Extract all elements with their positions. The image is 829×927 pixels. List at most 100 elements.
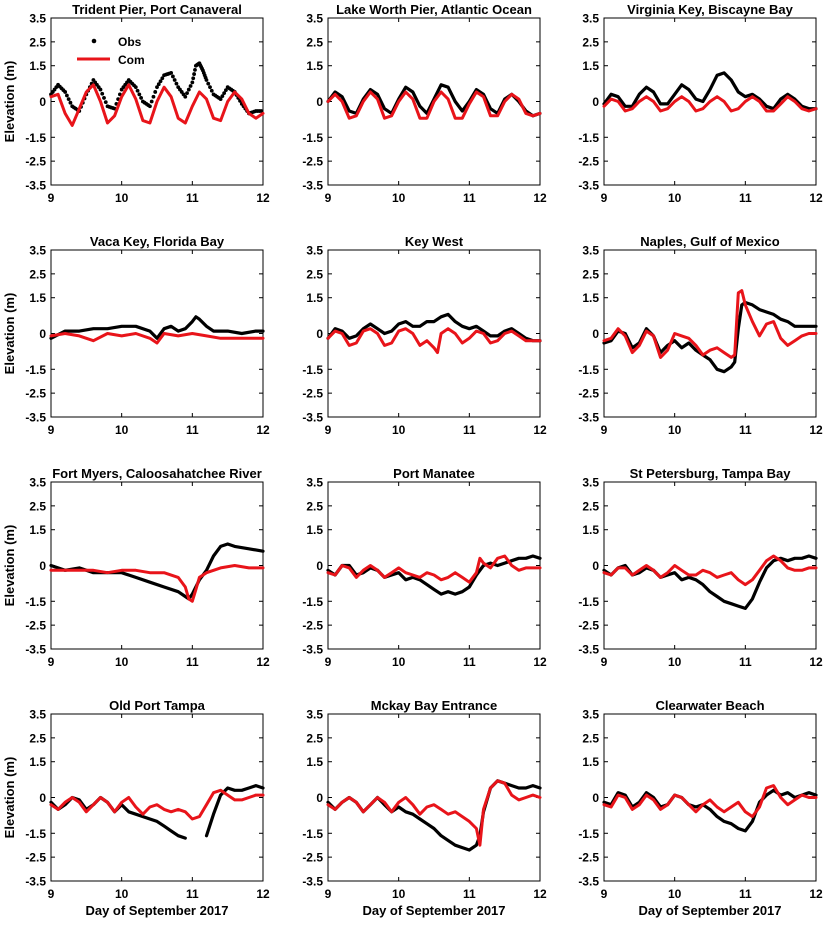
y-tick-label: 3.5 bbox=[306, 708, 323, 722]
x-tick-label: 9 bbox=[601, 191, 608, 205]
y-tick-label: -1.5 bbox=[578, 595, 599, 609]
y-tick-label: -2.5 bbox=[578, 387, 599, 401]
x-tick-label: 9 bbox=[325, 423, 332, 437]
y-tick-label: 0 bbox=[39, 791, 46, 805]
y-tick-label: -1.5 bbox=[25, 595, 46, 609]
obs-point bbox=[174, 81, 179, 86]
obs-series-line bbox=[204, 784, 265, 838]
com-series-line bbox=[49, 332, 265, 345]
panel-virginia-key-biscayne-bay: 3.5 2.5 1.5 0 -1.5 -2.5 -3.59 10 11 12 Virginia Ke… bbox=[578, 2, 823, 205]
x-tick-label: 9 bbox=[48, 887, 55, 901]
y-tick-label: 1.5 bbox=[582, 755, 599, 769]
obs-point bbox=[209, 88, 214, 93]
y-tick-label: 2.5 bbox=[29, 499, 46, 513]
y-tick-label: 2.5 bbox=[29, 731, 46, 745]
obs-point bbox=[148, 104, 152, 109]
x-axis-label: Day of September 2017 bbox=[85, 903, 228, 918]
panel-title: Fort Myers, Caloosahatchee River bbox=[52, 466, 262, 481]
obs-point bbox=[153, 90, 158, 94]
y-tick-label: -3.5 bbox=[25, 179, 46, 193]
y-tick-label: 3.5 bbox=[582, 708, 599, 722]
obs-point bbox=[259, 109, 264, 113]
panel-title: Trident Pier, Port Canaveral bbox=[72, 2, 242, 17]
y-tick-label: 3.5 bbox=[582, 244, 599, 258]
y-tick-label: 3.5 bbox=[29, 708, 46, 722]
y-tick-label: -2.5 bbox=[578, 851, 599, 865]
obs-point bbox=[172, 78, 177, 82]
panel-st-petersburg-tampa-bay: 3.5 2.5 1.5 0 -1.5 -2.5 -3.59 10 11 12 St Petersbu… bbox=[578, 466, 823, 669]
y-tick-label: -2.5 bbox=[25, 851, 46, 865]
obs-point bbox=[155, 85, 159, 90]
y-tick-label: -3.5 bbox=[302, 875, 323, 889]
y-axis-label: Elevation (m) bbox=[2, 61, 17, 143]
x-tick-label: 11 bbox=[739, 887, 752, 901]
y-tick-label: 1.5 bbox=[29, 291, 46, 305]
obs-point bbox=[68, 100, 73, 105]
obs-point bbox=[208, 85, 212, 90]
y-tick-label: 1.5 bbox=[306, 523, 323, 537]
obs-point bbox=[224, 88, 228, 93]
panel-title: Virginia Key, Biscayne Bay bbox=[627, 2, 793, 17]
com-series-line bbox=[326, 327, 542, 355]
y-axis-label: Elevation (m) bbox=[2, 293, 17, 375]
panel-vaca-key-florida-bay: 3.5 2.5 1.5 0 -1.5 -2.5 -3.59 10 11 12 Vaca Key, F… bbox=[2, 234, 270, 437]
y-tick-label: -1.5 bbox=[25, 827, 46, 841]
legend-obs-label: Obs bbox=[118, 35, 142, 49]
x-tick-label: 9 bbox=[325, 191, 332, 205]
x-tick-label: 10 bbox=[668, 191, 682, 205]
y-tick-label: -3.5 bbox=[578, 875, 599, 889]
panel-title: Vaca Key, Florida Bay bbox=[90, 234, 225, 249]
y-tick-label: -1.5 bbox=[302, 363, 323, 377]
obs-point bbox=[151, 94, 156, 99]
obs-point bbox=[192, 72, 197, 76]
com-series-line bbox=[326, 90, 542, 120]
y-tick-label: -1.5 bbox=[25, 363, 46, 377]
x-tick-label: 10 bbox=[392, 887, 406, 901]
y-tick-label: 1.5 bbox=[582, 291, 599, 305]
obs-point bbox=[102, 96, 106, 100]
y-tick-label: -1.5 bbox=[578, 131, 599, 145]
panel-naples-gulf-of-mexico: 3.5 2.5 1.5 0 -1.5 -2.5 -3.59 10 11 12 Naples, Gul… bbox=[578, 234, 823, 437]
x-tick-label: 11 bbox=[739, 655, 752, 669]
obs-point bbox=[191, 76, 196, 81]
y-tick-label: 3.5 bbox=[306, 476, 323, 490]
x-tick-label: 9 bbox=[601, 655, 608, 669]
obs-series-line bbox=[602, 71, 818, 111]
y-tick-label: -1.5 bbox=[302, 131, 323, 145]
y-tick-label: 0 bbox=[39, 559, 46, 573]
obs-point bbox=[218, 97, 223, 102]
obs-point bbox=[135, 88, 140, 93]
obs-point bbox=[183, 94, 188, 99]
x-tick-label: 9 bbox=[325, 655, 332, 669]
obs-point bbox=[98, 87, 103, 92]
y-tick-label: 3.5 bbox=[582, 476, 599, 490]
y-tick-label: -3.5 bbox=[25, 411, 46, 425]
y-tick-label: 1.5 bbox=[29, 755, 46, 769]
obs-point bbox=[158, 79, 163, 84]
y-tick-label: 0 bbox=[592, 327, 599, 341]
y-tick-label: -3.5 bbox=[578, 643, 599, 657]
y-tick-label: -3.5 bbox=[302, 411, 323, 425]
x-tick-label: 9 bbox=[48, 423, 55, 437]
com-series-line bbox=[49, 83, 265, 127]
y-tick-label: 1.5 bbox=[29, 59, 46, 73]
y-tick-label: 2.5 bbox=[582, 499, 599, 513]
obs-point bbox=[66, 97, 71, 102]
obs-point bbox=[137, 92, 142, 97]
panel-lake-worth-pier-atlantic-ocean: 3.5 2.5 1.5 0 -1.5 -2.5 -3.59 10 11 12 Lake Worth … bbox=[302, 2, 547, 205]
obs-point bbox=[171, 74, 175, 79]
panel-title: Mckay Bay Entrance bbox=[371, 698, 497, 713]
x-tick-label: 12 bbox=[533, 191, 547, 205]
y-tick-label: 3.5 bbox=[29, 476, 46, 490]
obs-point bbox=[156, 82, 161, 87]
panel-title: Lake Worth Pier, Atlantic Ocean bbox=[336, 2, 532, 17]
y-tick-label: 3.5 bbox=[29, 12, 46, 26]
y-tick-label: 0 bbox=[592, 559, 599, 573]
y-tick-label: 2.5 bbox=[306, 267, 323, 281]
x-tick-label: 11 bbox=[186, 887, 199, 901]
y-tick-label: -2.5 bbox=[25, 155, 46, 169]
y-tick-label: 2.5 bbox=[306, 731, 323, 745]
y-tick-label: -3.5 bbox=[578, 411, 599, 425]
y-tick-label: 1.5 bbox=[306, 59, 323, 73]
